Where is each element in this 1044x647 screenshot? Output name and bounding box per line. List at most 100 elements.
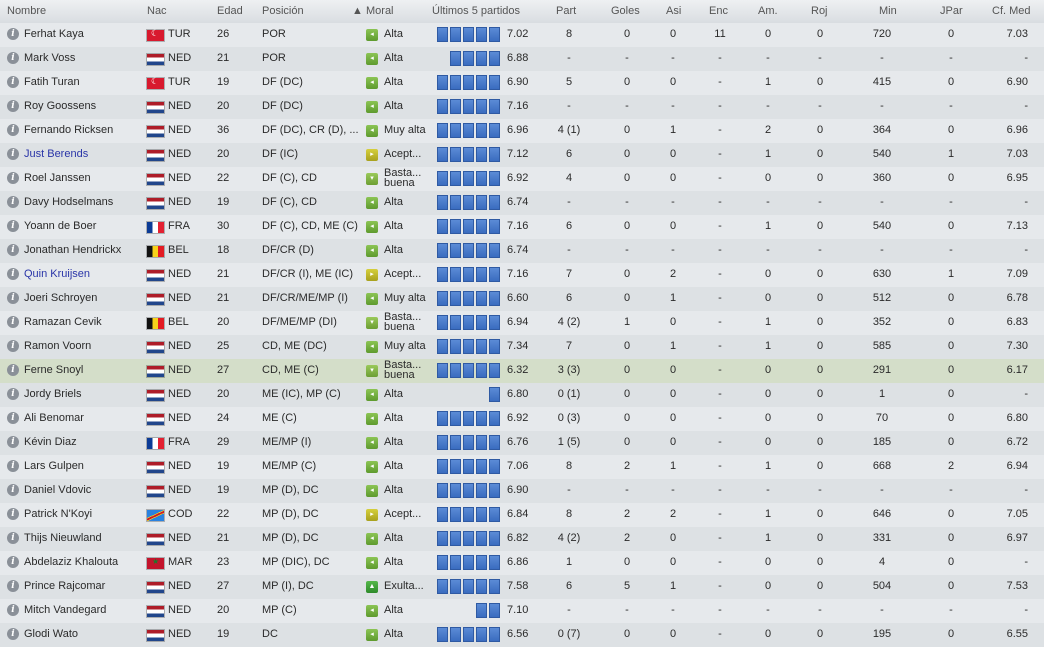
table-row[interactable]: i Joeri Schroyen NED 21 DF/CR/ME/MP (I) ◂ Muy … bbox=[0, 287, 1044, 311]
table-row[interactable]: i Ferhat Kaya TUR 26 POR ◂ Alta 7.02 8 0 0 11 0 0 720 0… bbox=[0, 23, 1044, 47]
yellow-cards: 0 bbox=[764, 28, 772, 40]
player-name[interactable]: Ferhat Kaya bbox=[24, 28, 84, 40]
info-icon[interactable]: i bbox=[7, 124, 19, 136]
table-row[interactable]: i Ramon Voorn NED 25 CD, ME (DC) ◂ Muy alta 7.3… bbox=[0, 335, 1044, 359]
player-of-match: 0 bbox=[947, 124, 955, 136]
info-icon[interactable]: i bbox=[7, 556, 19, 568]
info-icon[interactable]: i bbox=[7, 412, 19, 424]
appearances: 0 (7) bbox=[557, 628, 581, 640]
table-row[interactable]: i Roy Goossens NED 20 DF (DC) ◂ Alta 7.16 - - - - - -… bbox=[0, 95, 1044, 119]
player-name[interactable]: Ali Benomar bbox=[24, 412, 84, 424]
info-icon[interactable]: i bbox=[7, 100, 19, 112]
player-name[interactable]: Davy Hodselmans bbox=[24, 196, 114, 208]
table-row[interactable]: i Just Berends NED 20 DF (IC) ▸ Acept... 7.12 6 0… bbox=[0, 143, 1044, 167]
player-name[interactable]: Ramazan Cevik bbox=[24, 316, 102, 328]
player-name[interactable]: Glodi Wato bbox=[24, 628, 79, 640]
player-name[interactable]: Prince Rajcomar bbox=[24, 580, 106, 592]
table-row[interactable]: i Jonathan Hendrickx BEL 18 DF/CR (D) ◂ Alta 6.… bbox=[0, 239, 1044, 263]
player-name[interactable]: Just Berends bbox=[24, 148, 89, 160]
col-header-part[interactable]: Part bbox=[556, 5, 577, 17]
table-row[interactable]: i Roel Janssen NED 22 DF (C), CD ▾ Basta... bu… bbox=[0, 167, 1044, 191]
player-name[interactable]: Jonathan Hendrickx bbox=[24, 244, 122, 256]
player-name[interactable]: Yoann de Boer bbox=[24, 220, 97, 232]
player-name[interactable]: Ferne Snoyl bbox=[24, 364, 84, 376]
info-icon[interactable]: i bbox=[7, 52, 19, 64]
table-row[interactable]: i Mitch Vandegard NED 20 MP (C) ◂ Alta 7.10 - - - -… bbox=[0, 599, 1044, 623]
info-icon[interactable]: i bbox=[7, 364, 19, 376]
info-icon[interactable]: i bbox=[7, 220, 19, 232]
table-row[interactable]: i Prince Rajcomar NED 27 MP (I), DC ▲ Exulta..… bbox=[0, 575, 1044, 599]
position: DF/CR/ME/MP (I) bbox=[262, 292, 348, 304]
table-row[interactable]: i Kévin Diaz FRA 29 ME/MP (I) ◂ Alta 6.76 1 (5) 0… bbox=[0, 431, 1044, 455]
player-name[interactable]: Lars Gulpen bbox=[24, 460, 84, 472]
table-row[interactable]: i Jordy Briels NED 20 ME (IC), MP (C) ◂ Alta 6.… bbox=[0, 383, 1044, 407]
info-icon[interactable]: i bbox=[7, 172, 19, 184]
info-icon[interactable]: i bbox=[7, 196, 19, 208]
col-header-morale[interactable]: Moral bbox=[366, 5, 394, 17]
table-row[interactable]: i Lars Gulpen NED 19 ME/MP (C) ◂ Alta 7.06 8 2 1 - 1… bbox=[0, 455, 1044, 479]
info-icon[interactable]: i bbox=[7, 532, 19, 544]
player-name[interactable]: Abdelaziz Khalouta bbox=[24, 556, 119, 568]
player-name[interactable]: Jordy Briels bbox=[24, 388, 82, 400]
info-icon[interactable]: i bbox=[7, 76, 19, 88]
player-name[interactable]: Daniel Vdovic bbox=[24, 484, 92, 496]
player-name[interactable]: Thijs Nieuwland bbox=[24, 532, 102, 544]
table-row[interactable]: i Quin Kruijsen NED 21 DF/CR (I), ME (IC) ▸ Ac… bbox=[0, 263, 1044, 287]
assists: 0 bbox=[669, 436, 677, 448]
col-header-goles[interactable]: Goles bbox=[611, 5, 640, 17]
info-icon[interactable]: i bbox=[7, 316, 19, 328]
col-header-am[interactable]: Am. bbox=[758, 5, 778, 17]
minutes: - bbox=[880, 100, 884, 112]
info-icon[interactable]: i bbox=[7, 484, 19, 496]
table-row[interactable]: i Ramazan Cevik BEL 20 DF/ME/MP (DI) ▾ Basta..… bbox=[0, 311, 1044, 335]
player-name[interactable]: Mitch Vandegard bbox=[24, 604, 107, 616]
player-name[interactable]: Roel Janssen bbox=[24, 172, 91, 184]
player-name[interactable]: Roy Goossens bbox=[24, 100, 97, 112]
player-name[interactable]: Patrick N'Koyi bbox=[24, 508, 93, 520]
info-icon[interactable]: i bbox=[7, 28, 19, 40]
table-row[interactable]: i Thijs Nieuwland NED 21 MP (D), DC ◂ Alta 6.82… bbox=[0, 527, 1044, 551]
player-name[interactable]: Quin Kruijsen bbox=[24, 268, 91, 280]
col-header-age[interactable]: Edad bbox=[217, 5, 243, 17]
col-header-asi[interactable]: Asi bbox=[666, 5, 682, 17]
col-header-enc[interactable]: Enc bbox=[709, 5, 728, 17]
col-header-min[interactable]: Min bbox=[879, 5, 897, 17]
info-icon[interactable]: i bbox=[7, 628, 19, 640]
info-icon[interactable]: i bbox=[7, 268, 19, 280]
table-row[interactable]: i Patrick N'Koyi COD 22 MP (D), DC ▸ Acept... 6… bbox=[0, 503, 1044, 527]
info-icon[interactable]: i bbox=[7, 148, 19, 160]
player-name[interactable]: Joeri Schroyen bbox=[24, 292, 98, 304]
table-row[interactable]: i Daniel Vdovic NED 19 MP (D), DC ◂ Alta 6.90 - -… bbox=[0, 479, 1044, 503]
table-row[interactable]: i Yoann de Boer FRA 30 DF (C), CD, ME (C) ◂ Al… bbox=[0, 215, 1044, 239]
player-name[interactable]: Kévin Diaz bbox=[24, 436, 77, 448]
player-name[interactable]: Ramon Voorn bbox=[24, 340, 92, 352]
table-row[interactable]: i Ferne Snoyl NED 27 CD, ME (C) ▾ Basta... bue… bbox=[0, 359, 1044, 383]
player-name[interactable]: Fernando Ricksen bbox=[24, 124, 114, 136]
info-icon[interactable]: i bbox=[7, 388, 19, 400]
info-icon[interactable]: i bbox=[7, 244, 19, 256]
info-icon[interactable]: i bbox=[7, 604, 19, 616]
col-header-roj[interactable]: Roj bbox=[811, 5, 828, 17]
col-header-position[interactable]: Posición bbox=[262, 5, 304, 17]
info-icon[interactable]: i bbox=[7, 340, 19, 352]
player-name[interactable]: Mark Voss bbox=[24, 52, 76, 64]
info-icon[interactable]: i bbox=[7, 508, 19, 520]
player-of-match: 0 bbox=[947, 532, 955, 544]
col-header-name[interactable]: Nombre bbox=[7, 5, 47, 17]
info-icon[interactable]: i bbox=[7, 292, 19, 304]
col-header-last5[interactable]: Últimos 5 partidos bbox=[432, 5, 521, 17]
table-row[interactable]: i Fatih Turan TUR 19 DF (DC) ◂ Alta 6.90 5 0 0 - 1 0 4… bbox=[0, 71, 1044, 95]
table-row[interactable]: i Abdelaziz Khalouta MAR 23 MP (DIC), DC ◂ Alt… bbox=[0, 551, 1044, 575]
info-icon[interactable]: i bbox=[7, 460, 19, 472]
col-header-jpar[interactable]: JPar bbox=[940, 5, 963, 17]
table-row[interactable]: i Fernando Ricksen NED 36 DF (DC), CR (D), .… bbox=[0, 119, 1044, 143]
table-row[interactable]: i Glodi Wato NED 19 DC ◂ Alta 6.56 0 (7) 0 0 - 0 0 195… bbox=[0, 623, 1044, 647]
table-row[interactable]: i Mark Voss NED 21 POR ◂ Alta 6.88 - - - - - - - - - bbox=[0, 47, 1044, 71]
col-header-nat[interactable]: Nac bbox=[147, 5, 167, 17]
info-icon[interactable]: i bbox=[7, 436, 19, 448]
table-row[interactable]: i Ali Benomar NED 24 ME (C) ◂ Alta 6.92 0 (3) 0 0 -… bbox=[0, 407, 1044, 431]
col-header-cf-med[interactable]: Cf. Med bbox=[992, 5, 1031, 17]
info-icon[interactable]: i bbox=[7, 580, 19, 592]
player-name[interactable]: Fatih Turan bbox=[24, 76, 80, 88]
table-row[interactable]: i Davy Hodselmans NED 19 DF (C), CD ◂ Alta 6.74… bbox=[0, 191, 1044, 215]
